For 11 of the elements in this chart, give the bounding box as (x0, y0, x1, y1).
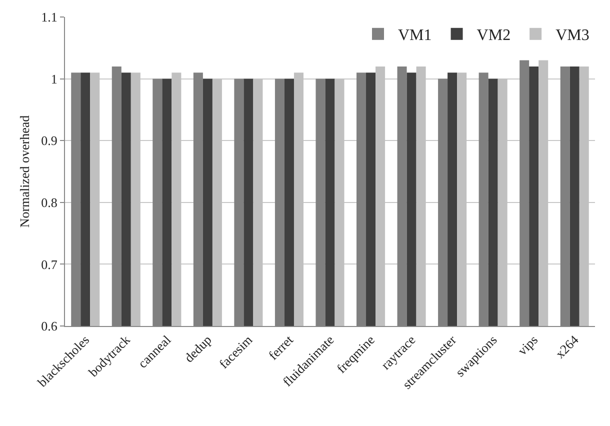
y-axis-title: Normalized overhead (17, 114, 32, 228)
y-tick-label: 1 (50, 71, 58, 86)
x-tick-label: vips (514, 332, 541, 358)
legend-label: VM1 (398, 27, 432, 44)
legend-label: VM3 (556, 27, 590, 44)
legend-label: VM2 (476, 27, 511, 44)
y-tick-label: 1.1 (41, 10, 58, 25)
y-tick-label: 0.6 (41, 318, 58, 334)
y-tick-label: 0.9 (41, 133, 58, 148)
y-tick-label: 0.7 (41, 256, 58, 272)
y-tick-label: 0.8 (41, 194, 58, 210)
